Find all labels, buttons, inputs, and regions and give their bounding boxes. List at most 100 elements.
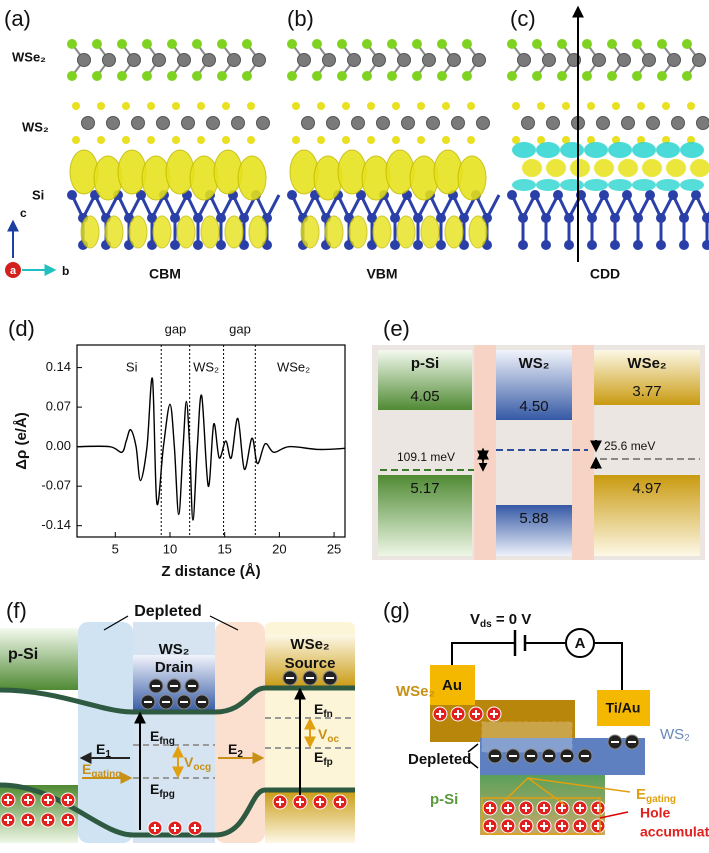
- density-lobe: [224, 215, 244, 249]
- s-atom: [417, 136, 425, 144]
- density-lobe: [313, 155, 343, 201]
- s-atom: [587, 136, 595, 144]
- label: Egating: [82, 761, 121, 780]
- s-atom: [197, 102, 205, 110]
- layer-label: WS₂: [660, 726, 690, 743]
- w-atom: [671, 116, 685, 130]
- axis-label: c: [20, 206, 27, 220]
- density-lobe: [536, 142, 560, 158]
- label: Efn: [314, 701, 333, 720]
- s-atom: [172, 136, 180, 144]
- conduction-edge: [0, 685, 355, 715]
- density-lobe: [128, 215, 148, 249]
- density-lobe: [337, 149, 367, 195]
- se-atom: [117, 39, 127, 49]
- se-atom: [312, 39, 322, 49]
- layer-label: WSe₂: [12, 49, 46, 64]
- w-atom: [472, 53, 486, 67]
- s-atom: [147, 102, 155, 110]
- s-atom: [317, 136, 325, 144]
- w-atom: [256, 116, 270, 130]
- se-atom: [167, 39, 177, 49]
- se-atom: [217, 39, 227, 49]
- label-main: E: [82, 761, 91, 777]
- label-sub: fng: [159, 736, 175, 747]
- depleted-label: Depleted: [134, 603, 202, 620]
- se-atom: [312, 71, 322, 81]
- density-lobe: [632, 179, 656, 191]
- region-label: WSe₂: [277, 359, 310, 374]
- w-atom: [476, 116, 490, 130]
- contact-label: Au: [442, 677, 462, 694]
- label: Voc: [318, 726, 339, 745]
- panel-label: (f): [6, 598, 27, 623]
- region-label: p-Si: [8, 646, 38, 663]
- label-sub: 1: [105, 749, 111, 760]
- y-tick-label: 0.00: [46, 438, 71, 453]
- se-atom: [142, 39, 152, 49]
- y-tick-label: 0.14: [46, 359, 71, 374]
- density-lobe: [656, 179, 680, 191]
- s-atom: [392, 136, 400, 144]
- density-lobe: [348, 215, 368, 249]
- w-atom: [152, 53, 166, 67]
- material-label: WS₂: [519, 355, 550, 372]
- contact: [597, 690, 650, 726]
- label: Vocg: [184, 754, 211, 773]
- band-value: 4.05: [410, 388, 439, 405]
- density-lobe: [104, 215, 124, 249]
- se-atom: [387, 39, 397, 49]
- w-atom: [181, 116, 195, 130]
- w-atom: [521, 116, 535, 130]
- panel-label: (b): [287, 6, 314, 31]
- region-label: gap: [165, 321, 187, 336]
- region-label: Si: [126, 359, 138, 374]
- s-atom: [612, 102, 620, 110]
- region-label: WS₂: [193, 359, 219, 374]
- se-atom: [507, 71, 517, 81]
- density-lobe: [594, 159, 614, 177]
- caption: VBM: [366, 266, 397, 282]
- se-atom: [362, 71, 372, 81]
- w-atom: [227, 53, 241, 67]
- label-main: E: [636, 786, 646, 803]
- w-atom: [696, 116, 709, 130]
- density-lobe: [512, 142, 536, 158]
- contact: [430, 665, 475, 705]
- w-atom: [692, 53, 706, 67]
- density-lobe: [248, 215, 268, 249]
- density-lobe: [546, 159, 566, 177]
- si-atom: [610, 240, 620, 250]
- si-atom: [367, 240, 377, 250]
- si-atom: [390, 240, 400, 250]
- se-atom: [682, 39, 692, 49]
- se-atom: [67, 39, 77, 49]
- density-lobe: [512, 179, 536, 191]
- depletion-region: [215, 622, 265, 843]
- conduction-band: [594, 350, 700, 405]
- depletion-region: [78, 622, 133, 843]
- y-axis-label: Δρ (e/Å): [13, 412, 30, 470]
- si-atom: [518, 213, 528, 223]
- depletion-zone: [481, 721, 573, 753]
- se-atom: [557, 39, 567, 49]
- s-atom: [512, 102, 520, 110]
- y-tick-label: -0.07: [41, 478, 71, 493]
- density-lobe: [680, 142, 704, 158]
- x-tick-label: 20: [272, 541, 286, 556]
- se-atom: [287, 71, 297, 81]
- w-atom: [206, 116, 220, 130]
- se-atom: [507, 39, 517, 49]
- se-atom: [362, 39, 372, 49]
- density-lobe: [420, 215, 440, 249]
- se-atom: [192, 71, 202, 81]
- si-atom: [622, 190, 632, 200]
- density-lobe: [372, 215, 392, 249]
- se-atom: [92, 71, 102, 81]
- note: accumulated: [640, 824, 709, 840]
- density-lobe: [117, 149, 147, 195]
- si-atom: [518, 240, 528, 250]
- region-label: WS₂: [159, 641, 190, 658]
- label-main: E: [228, 741, 237, 757]
- density-lobe: [690, 159, 709, 177]
